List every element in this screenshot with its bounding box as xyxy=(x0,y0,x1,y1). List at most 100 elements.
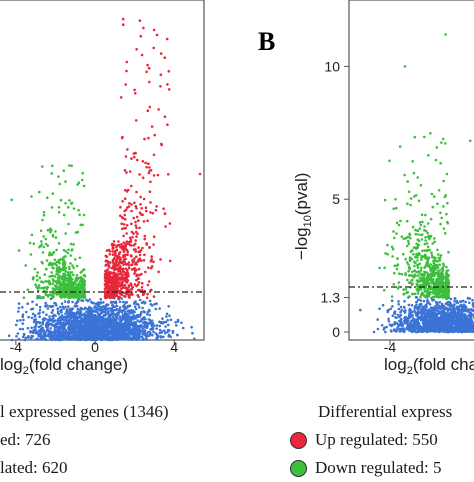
up-regulated-point xyxy=(124,197,127,200)
ns-point xyxy=(81,314,84,317)
up-regulated-point xyxy=(135,279,138,282)
ns-point xyxy=(67,301,70,304)
ns-point xyxy=(64,312,67,315)
ns-point xyxy=(51,311,54,314)
ns-point xyxy=(67,312,70,315)
ns-point xyxy=(403,329,406,332)
up-regulated-point xyxy=(104,280,107,283)
down-regulated-point xyxy=(51,172,54,175)
down-regulated-point xyxy=(34,283,37,286)
up-regulated-point xyxy=(141,286,144,289)
ns-point xyxy=(167,335,170,338)
down-regulated-point xyxy=(57,281,60,284)
ns-point xyxy=(441,305,444,308)
ns-point xyxy=(38,312,41,315)
up-regulated-point xyxy=(119,206,122,209)
down-regulated-point xyxy=(42,235,45,238)
ns-point xyxy=(193,338,196,341)
ns-point xyxy=(138,321,141,324)
down-regulated-point xyxy=(42,251,45,254)
up-regulated-point xyxy=(151,125,154,128)
up-regulated-point xyxy=(115,261,118,264)
ns-point xyxy=(359,309,362,312)
ns-point xyxy=(93,335,96,338)
ns-point xyxy=(119,301,122,304)
ns-point xyxy=(438,318,441,321)
panel-a-plot-frame xyxy=(0,0,204,340)
down-regulated-point xyxy=(45,238,48,241)
ns-point xyxy=(148,322,151,325)
down-regulated-point xyxy=(406,180,409,183)
up-regulated-point xyxy=(130,255,133,258)
ns-point xyxy=(127,310,130,313)
ns-point xyxy=(49,323,52,326)
up-regulated-point xyxy=(149,289,152,292)
ns-point xyxy=(88,318,91,321)
ns-point xyxy=(168,315,171,318)
ns-point xyxy=(416,320,419,323)
ns-point xyxy=(50,306,53,309)
down-regulated-point xyxy=(423,225,426,228)
up-regulated-point xyxy=(110,288,113,291)
ns-point xyxy=(459,319,462,322)
ns-point xyxy=(190,326,193,329)
ns-point xyxy=(77,300,80,303)
ns-point xyxy=(72,314,75,317)
up-regulated-point xyxy=(152,212,155,215)
down-regulated-point xyxy=(52,282,55,285)
ns-point xyxy=(414,324,417,327)
down-regulated-point xyxy=(44,293,47,296)
down-regulated-point xyxy=(62,285,65,288)
up-regulated-point xyxy=(111,272,114,275)
ns-point xyxy=(25,311,28,314)
ns-point xyxy=(130,316,133,319)
ns-point xyxy=(22,322,25,325)
ns-point xyxy=(132,318,135,321)
ns-point xyxy=(449,319,452,322)
up-regulated-point xyxy=(139,203,142,206)
up-regulated-point xyxy=(150,258,153,261)
ns-point xyxy=(464,313,467,316)
ns-point xyxy=(404,309,407,312)
up-regulated-point xyxy=(150,255,153,258)
up-regulated-point xyxy=(141,282,144,285)
ns-point xyxy=(160,335,163,338)
up-regulated-point xyxy=(160,144,163,147)
up-regulated-point xyxy=(166,83,169,86)
ns-point xyxy=(56,307,59,310)
ns-point xyxy=(64,300,67,303)
down-regulated-point xyxy=(42,281,45,284)
ns-point xyxy=(155,308,158,311)
up-regulated-point xyxy=(114,282,117,285)
ns-point xyxy=(67,305,70,308)
down-regulated-point xyxy=(43,214,46,217)
ns-point xyxy=(452,326,455,329)
ns-point xyxy=(19,319,22,322)
ns-point xyxy=(456,302,459,305)
ns-point xyxy=(58,313,61,316)
ns-point xyxy=(122,309,125,312)
ns-point xyxy=(77,316,80,319)
ns-point xyxy=(27,316,30,319)
ns-point xyxy=(122,301,125,304)
ns-point xyxy=(160,331,163,334)
up-regulated-point xyxy=(145,166,148,169)
ns-point xyxy=(429,317,432,320)
up-regulated-point xyxy=(149,106,152,109)
up-regulated-point xyxy=(123,250,126,253)
up-regulated-point xyxy=(141,213,144,216)
up-regulated-point xyxy=(120,293,123,296)
down-regulated-point xyxy=(413,246,416,249)
up-regulated-point xyxy=(141,54,144,57)
ns-point xyxy=(427,301,430,304)
ns-point xyxy=(416,308,419,311)
ns-point xyxy=(408,322,411,325)
ns-point xyxy=(391,324,394,327)
ns-point xyxy=(412,317,415,320)
ns-point xyxy=(95,323,98,326)
up-regulated-point xyxy=(164,115,167,118)
up-regulated-point xyxy=(138,274,141,277)
ns-point xyxy=(400,329,403,332)
ns-point xyxy=(64,338,67,341)
ns-point xyxy=(149,333,152,336)
